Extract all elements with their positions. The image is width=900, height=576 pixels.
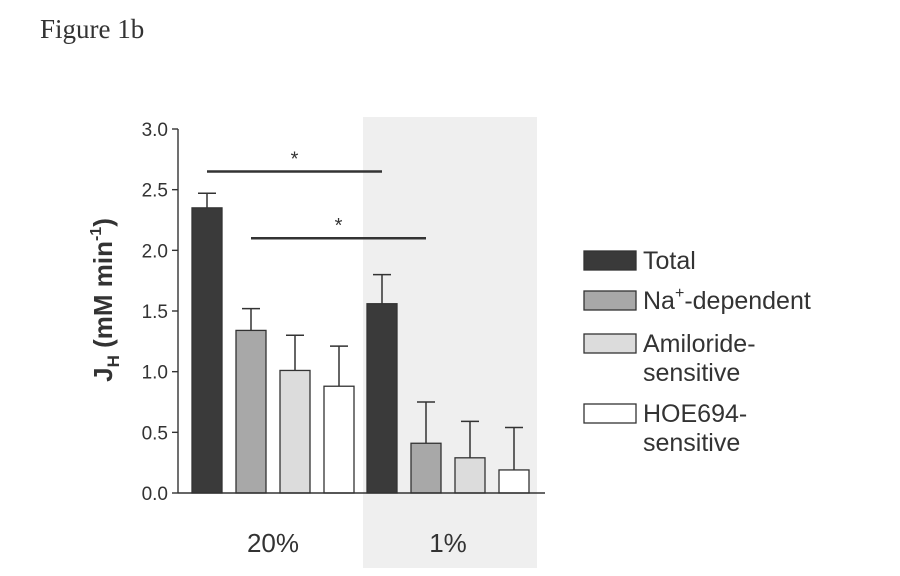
bar	[279, 369, 311, 494]
y-tick-label: 1.0	[142, 363, 168, 384]
category-label: 1%	[429, 528, 467, 558]
bar	[498, 469, 530, 494]
y-tick-label: 0.0	[142, 484, 168, 505]
bar	[410, 442, 442, 494]
y-axis-label: JH (mM min-1)	[88, 218, 123, 382]
legend-label: HOE694-sensitive	[643, 400, 747, 457]
bar	[366, 303, 398, 494]
legend-label: Total	[643, 247, 696, 275]
bar	[235, 329, 267, 494]
legend-label: Na+-dependent	[643, 285, 811, 315]
significance-star: *	[291, 148, 299, 170]
legend-label: Amiloride-sensitive	[643, 330, 756, 387]
y-tick-label: 1.5	[142, 302, 168, 323]
figure-label: Figure 1b	[40, 14, 145, 44]
y-tick-label: 3.0	[142, 120, 168, 141]
legend-swatch	[583, 290, 637, 311]
y-tick-label: 2.5	[142, 181, 168, 202]
legend-swatch	[583, 403, 637, 424]
significance-star: *	[335, 215, 343, 237]
legend-swatch	[583, 250, 637, 271]
bar	[454, 457, 486, 494]
bar	[323, 385, 355, 494]
y-tick-label: 2.0	[142, 241, 168, 262]
y-tick-label: 0.5	[142, 423, 168, 444]
bar	[191, 207, 223, 494]
legend-swatch	[583, 333, 637, 354]
category-label: 20%	[247, 528, 299, 558]
